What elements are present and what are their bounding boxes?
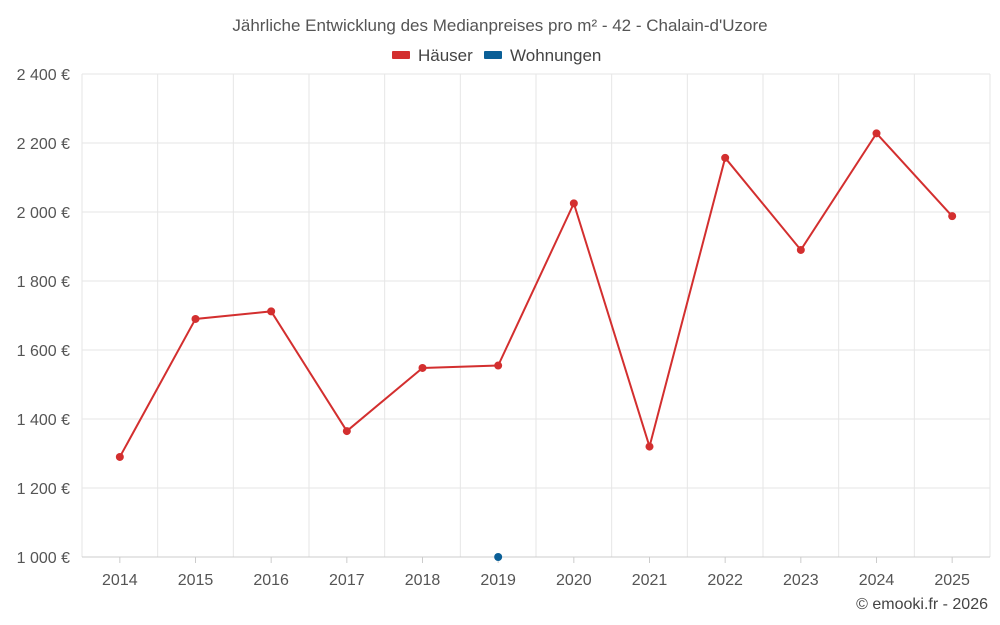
y-axis-labels: 1 000 € 1 200 € 1 400 € 1 600 € 1 800 € 2 000… [17,67,70,567]
y-tick-label: 2 200 € [17,136,70,153]
x-tick-label: 2019 [480,572,516,589]
series-0 [115,129,957,461]
legend-swatch-wohnungen [484,51,502,59]
data-point[interactable] [645,442,654,451]
x-gridlines [81,74,991,557]
series-1 [494,553,503,561]
series-group [115,129,957,561]
credit-text: © emooki.fr - 2026 [856,596,988,613]
legend-item-haeuser[interactable]: Häuser [392,46,473,65]
x-tick-label: 2014 [102,572,138,589]
data-point[interactable] [796,245,805,254]
data-point[interactable] [342,427,351,436]
data-point[interactable] [569,199,578,208]
legend-swatch-haeuser [392,51,410,59]
legend-item-wohnungen[interactable]: Wohnungen [484,46,601,65]
legend-label-haeuser: Häuser [418,46,473,65]
data-point[interactable] [267,307,276,316]
data-point[interactable] [494,361,503,370]
series-line [118,131,953,458]
data-point[interactable] [872,129,881,138]
data-point[interactable] [191,314,200,323]
y-tick-label: 1 000 € [17,550,70,567]
data-point[interactable] [115,452,124,461]
x-tick-label: 2017 [329,572,365,589]
y-tick-label: 1 200 € [17,481,70,498]
chart-title: Jährliche Entwicklung des Medianpreises … [232,16,767,35]
data-point[interactable] [948,212,957,221]
x-tick-label: 2023 [783,572,819,589]
x-tick-label: 2022 [707,572,743,589]
y-tick-label: 1 800 € [17,274,70,291]
data-point[interactable] [418,363,427,372]
x-axis-labels: 2014 2015 2016 2017 2018 2019 2020 2021 2022 2023… [102,557,970,589]
x-tick-label: 2025 [934,572,970,589]
x-tick-label: 2021 [632,572,668,589]
data-point[interactable] [494,553,503,561]
data-point[interactable] [721,153,730,162]
y-tick-label: 2 400 € [17,67,70,84]
x-tick-label: 2018 [405,572,441,589]
x-tick-label: 2015 [178,572,214,589]
x-tick-label: 2020 [556,572,592,589]
legend: Häuser Wohnungen [392,46,601,65]
x-tick-label: 2024 [859,572,895,589]
y-tick-label: 1 400 € [17,412,70,429]
y-tick-label: 2 000 € [17,205,70,222]
y-tick-label: 1 600 € [17,343,70,360]
x-tick-label: 2016 [253,572,289,589]
legend-label-wohnungen: Wohnungen [510,46,601,65]
